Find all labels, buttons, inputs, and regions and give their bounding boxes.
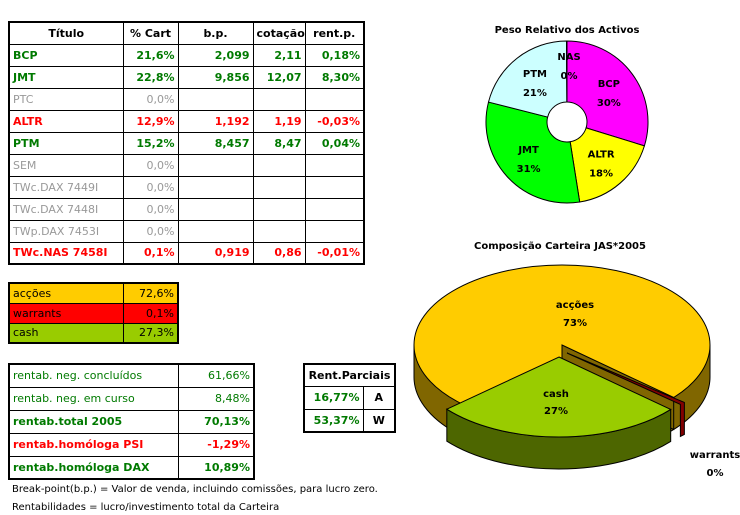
partial-type: A [362,385,396,410]
table-cell: 0,0% [122,197,179,221]
table-row: TWc.NAS 7458I 0,1% 0,919 0,86 -0,01% [8,241,365,265]
table-row: SEM 0,0% [8,153,365,177]
partial-type: W [362,408,396,433]
partial-returns-table: Rent.Parciais 16,77% A 53,37% W [303,363,397,433]
table-row: JMT 22,8% 9,856 12,07 8,30% [8,65,365,89]
returns-label: rentab.homóloga DAX [8,455,179,480]
returns-table: rentab. neg. concluídos 61,66% rentab. neg… [8,363,255,480]
allocation-value: 72,6% [122,282,179,304]
column-header: % Cart [122,21,179,45]
pie3d-value: 73% [563,318,587,329]
donut-slice-jmt [485,101,581,204]
table-cell: TWc.DAX 7449I [8,175,124,199]
pie3d-slice-warrants [566,352,685,438]
table-cell: JMT [8,65,124,89]
donut-slice-nas [565,40,568,103]
returns-value: 61,66% [177,363,255,388]
assets-table: Título% Cart b.p. cotação rent.p. BCP 21,6% 2,… [8,21,365,265]
allocation-table: acções 72,6% warrants 0,1% cash 27,3% [8,282,179,344]
allocation-row: acções 72,6% [8,282,179,304]
table-row: TWp.DAX 7453I 0,0% [8,219,365,243]
returns-label: rentab. neg. concluídos [8,363,179,388]
donut-slice-bcp [566,40,649,147]
table-cell: 1,192 [177,109,254,133]
table-cell: 0,86 [252,241,306,265]
donut-value: 21% [523,88,547,99]
allocation-row: cash 27,3% [8,322,179,344]
donut-value: 31% [517,164,541,175]
allocation-label: cash [8,322,124,344]
column-header: rent.p. [304,21,365,45]
pie3d-value: 0% [707,468,724,479]
pie3d-title: Composição Carteira JAS*2005 [474,241,646,252]
pie3d-label: acções [556,300,594,311]
table-row: TWc.DAX 7448I 0,0% [8,197,365,221]
donut-slice-altr [569,127,646,203]
donut-value: 0% [561,71,578,82]
allocation-label: acções [8,282,124,304]
donut-value: 30% [597,98,621,109]
donut-value: 18% [589,168,613,179]
allocation-value: 27,3% [122,322,179,344]
partial-returns-header: Rent.Parciais [303,363,396,387]
table-cell: TWc.NAS 7458I [8,241,124,265]
allocation-value: 0,1% [122,302,179,324]
donut-label: BCP [598,79,620,90]
table-cell: 12,07 [252,65,306,89]
table-cell: -0,03% [304,109,365,133]
partial-returns-row: 53,37% W [303,408,396,433]
donut-label: PTM [523,69,547,80]
table-cell: -0,01% [304,241,365,265]
donut-title: Peso Relativo dos Activos [495,25,640,36]
donut-label: JMT [517,145,539,156]
table-cell: 0,919 [177,241,254,265]
returns-row: rentab.homóloga PSI -1,29% [8,432,255,457]
donut-slice-ptm [487,40,568,118]
note-returns: Rentabilidades = lucro/investimento tota… [12,502,280,513]
table-cell: 0,18% [304,43,365,67]
table-cell: 9,856 [177,65,254,89]
table-cell: 0,0% [122,175,179,199]
returns-row: rentab.homóloga DAX 10,89% [8,455,255,480]
table-cell: 8,30% [304,65,365,89]
table-row: BCP 21,6% 2,099 2,11 0,18% [8,43,365,67]
returns-row: rentab. neg. concluídos 61,66% [8,363,255,388]
donut-label: ALTR [588,149,615,160]
returns-label: rentab.total 2005 [8,409,179,434]
pie3d-label: cash [543,389,569,400]
pie3d-slice-cash [445,356,672,438]
pie3d-label: warrants [690,450,740,461]
table-cell: 8,47 [252,131,306,155]
pie3d-value: 27% [544,406,568,417]
note-break-point: Break-point(b.p.) = Valor de venda, incl… [12,484,378,495]
donut-label: NAS [557,52,580,63]
table-row: ALTR 12,9% 1,192 1,19 -0,03% [8,109,365,133]
returns-value: 10,89% [177,455,255,480]
